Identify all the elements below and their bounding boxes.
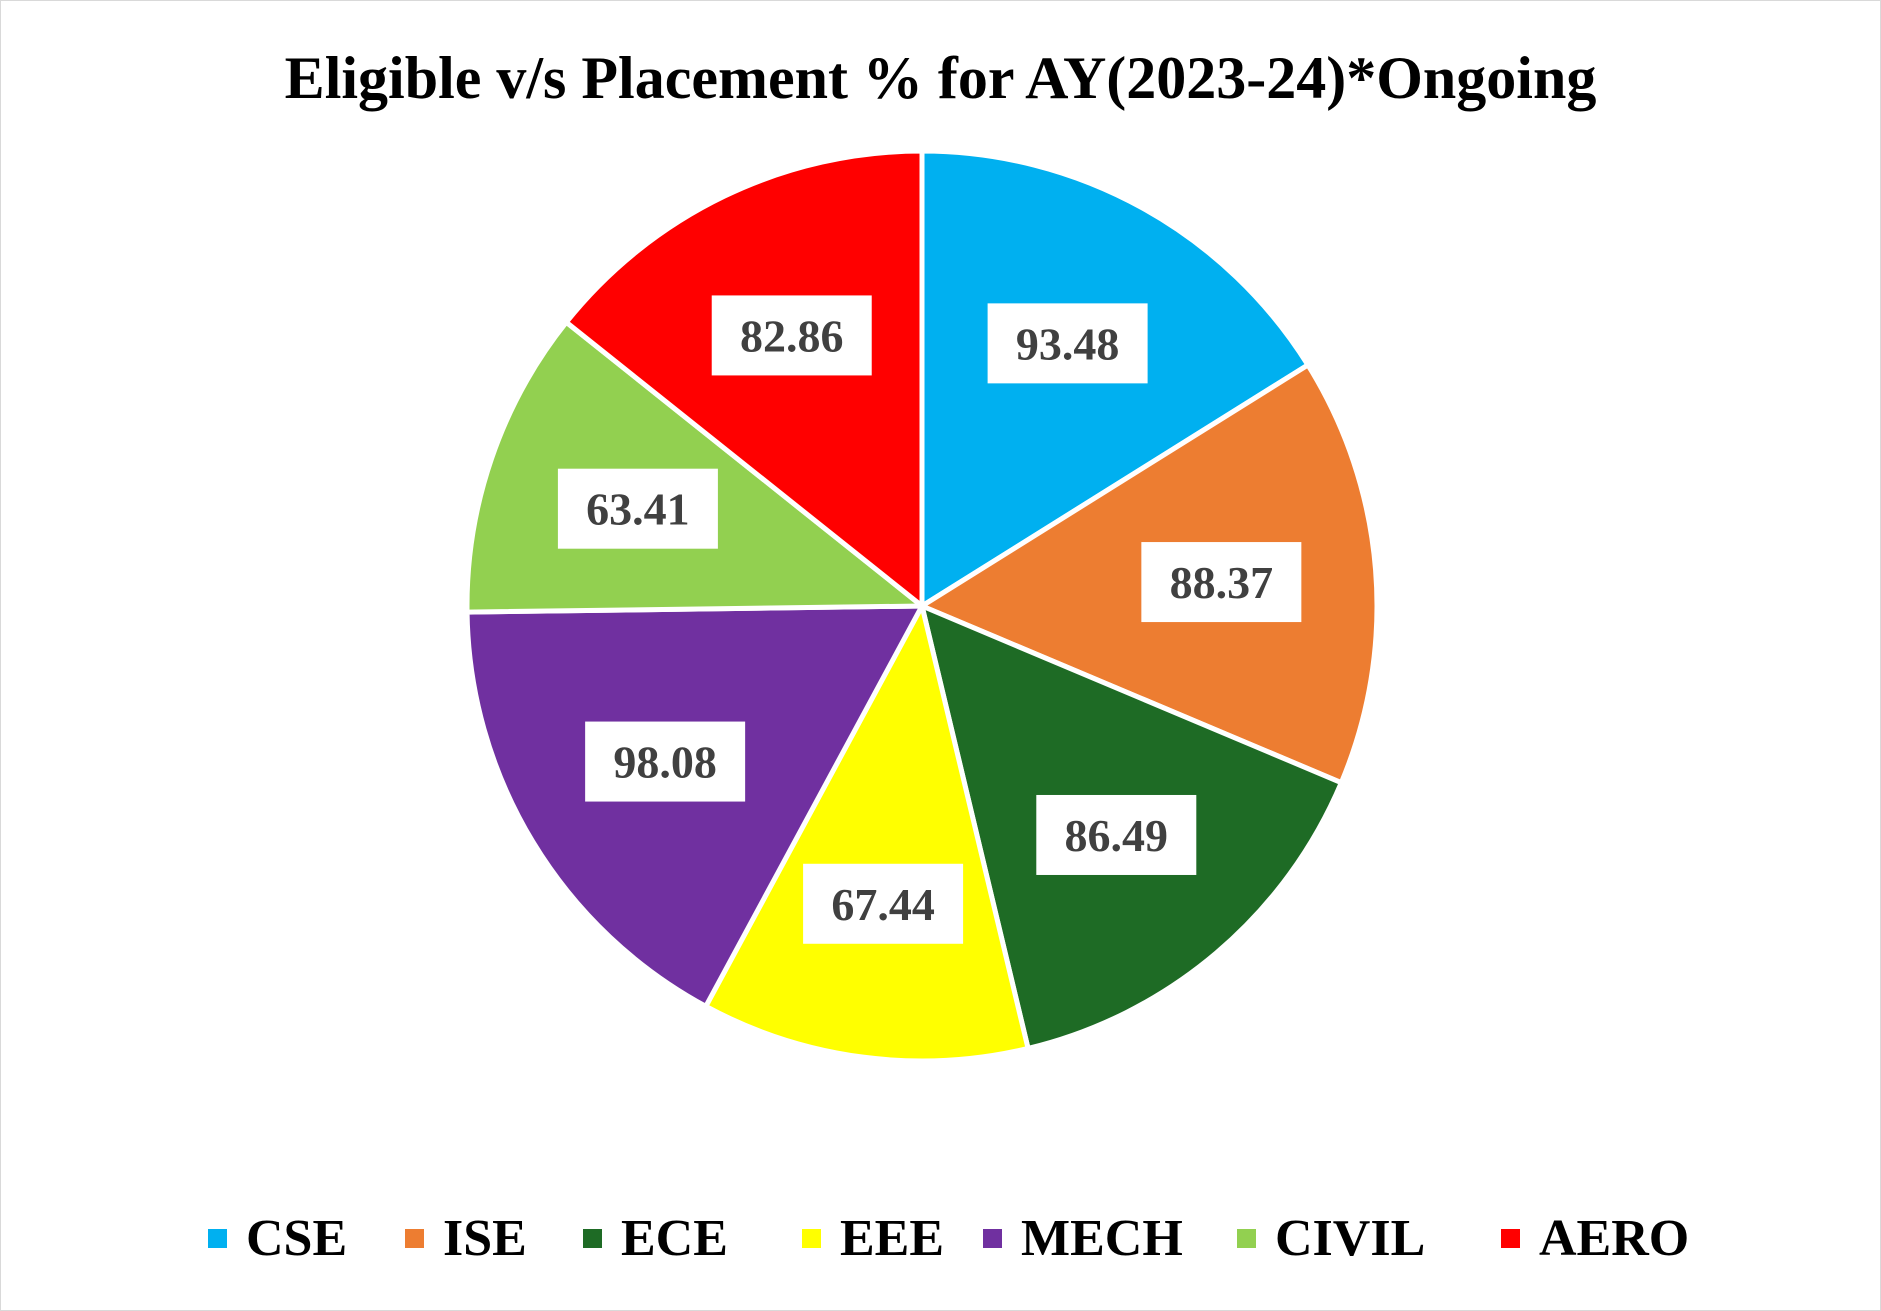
legend-swatch	[1501, 1228, 1520, 1248]
data-label-text: 67.44	[831, 879, 935, 930]
data-label-text: 86.49	[1065, 810, 1169, 861]
data-label-civil: 63.41	[557, 468, 718, 549]
legend-label: EEE	[840, 1209, 945, 1267]
pie-slice-eee	[702, 599, 1032, 1064]
data-label-eee: 67.44	[803, 863, 964, 944]
data-label-box	[585, 721, 746, 802]
legend-label: AERO	[1539, 1209, 1690, 1267]
legend-label: ECE	[621, 1209, 728, 1267]
legend-label: MECH	[1021, 1209, 1183, 1267]
legend-label: CSE	[246, 1209, 348, 1267]
data-label-ise: 88.37	[1141, 542, 1302, 623]
data-label-box	[1036, 794, 1197, 875]
data-label-text: 82.86	[740, 310, 844, 361]
legend-item-mech: MECH	[983, 1208, 1183, 1268]
data-label-text: 98.08	[613, 737, 717, 788]
legend-item-eee: EEE	[802, 1208, 944, 1268]
data-label-aero: 82.86	[711, 295, 872, 376]
legend-swatch	[208, 1228, 227, 1248]
data-label-mech: 98.08	[585, 721, 746, 802]
data-label-text: 93.48	[1016, 318, 1120, 369]
pie-slice-mech	[464, 603, 927, 1010]
data-label-text: 63.41	[586, 484, 690, 535]
data-label-box	[711, 295, 872, 376]
data-label-cse: 93.48	[987, 303, 1148, 384]
data-label-box	[987, 303, 1148, 384]
legend-swatch	[983, 1228, 1002, 1248]
legend-label: CIVIL	[1275, 1209, 1426, 1267]
legend-label: ISE	[443, 1209, 527, 1267]
legend-item-ece: ECE	[583, 1208, 728, 1268]
chart-title: Eligible v/s Placement % for AY(2023-24)…	[284, 45, 1597, 111]
legend-swatch	[802, 1228, 821, 1248]
data-label-box	[1141, 542, 1302, 623]
data-label-ece: 86.49	[1036, 794, 1197, 875]
legend: CSE ISE ECE EEE MECH CIVIL AERO	[0, 1208, 1881, 1268]
data-label-text: 88.37	[1170, 557, 1274, 608]
legend-item-civil: CIVIL	[1237, 1208, 1425, 1268]
data-label-box	[803, 863, 964, 944]
legend-swatch	[405, 1228, 424, 1248]
legend-item-ise: ISE	[405, 1208, 527, 1268]
legend-swatch	[1237, 1228, 1256, 1248]
legend-item-aero: AERO	[1501, 1208, 1689, 1268]
data-label-box	[557, 468, 718, 549]
legend-item-cse: CSE	[208, 1208, 347, 1268]
pie-slice-aero	[562, 148, 925, 612]
legend-swatch	[583, 1228, 602, 1248]
